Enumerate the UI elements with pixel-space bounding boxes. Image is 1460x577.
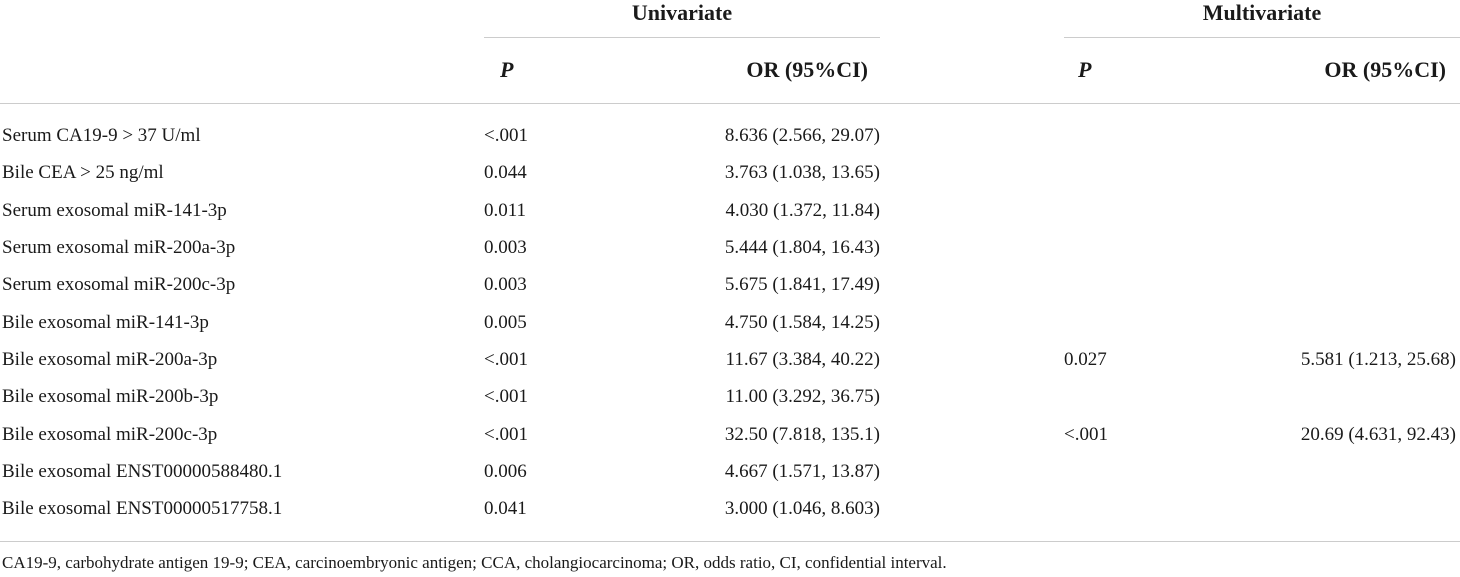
univariate-or-value: 5.675 (1.841, 17.49) — [724, 274, 880, 295]
group-rule-univariate — [484, 37, 880, 38]
row-label: Bile exosomal ENST00000588480.1 — [2, 461, 283, 482]
univariate-or-value: 32.50 (7.818, 135.1) — [724, 424, 880, 445]
col-header-univariate-p: P — [500, 57, 514, 82]
header-rule — [0, 103, 1460, 104]
table-row: Bile CEA > 25 ng/ml 0.044 3.763 (1.038, … — [0, 154, 1460, 191]
table-row: Bile exosomal miR-200c-3p <.001 32.50 (7… — [0, 416, 1460, 453]
table-row: Bile exosomal miR-141-3p 0.005 4.750 (1.… — [0, 304, 1460, 341]
table-row: Bile exosomal ENST00000588480.1 0.006 4.… — [0, 453, 1460, 490]
row-label: Bile CEA > 25 ng/ml — [2, 162, 164, 183]
table-row: Bile exosomal miR-200b-3p <.001 11.00 (3… — [0, 378, 1460, 415]
table-row: Serum CA19-9 > 37 U/ml <.001 8.636 (2.56… — [0, 117, 1460, 154]
row-label: Bile exosomal miR-200c-3p — [2, 424, 218, 445]
univariate-p-value: <.001 — [484, 125, 528, 146]
table-row: Serum exosomal miR-200c-3p 0.003 5.675 (… — [0, 266, 1460, 303]
bottom-rule — [0, 541, 1460, 542]
univariate-p-value: 0.003 — [484, 274, 527, 295]
univariate-p-value: 0.006 — [484, 461, 527, 482]
multivariate-or-value: 20.69 (4.631, 92.43) — [1300, 424, 1456, 445]
group-header-univariate: Univariate — [631, 0, 733, 25]
univariate-or-value: 3.763 (1.038, 13.65) — [724, 162, 880, 183]
univariate-or-value: 5.444 (1.804, 16.43) — [724, 237, 880, 258]
multivariate-p-value: 0.027 — [1064, 349, 1107, 370]
univariate-or-value: 11.00 (3.292, 36.75) — [725, 386, 880, 407]
univariate-or-value: 3.000 (1.046, 8.603) — [724, 498, 880, 519]
univariate-p-value: 0.003 — [484, 237, 527, 258]
row-label: Bile exosomal ENST00000517758.1 — [2, 498, 283, 519]
col-header-multivariate-or: OR (95%CI) — [1324, 57, 1446, 82]
multivariate-or-value: 5.581 (1.213, 25.68) — [1300, 349, 1456, 370]
univariate-p-value: <.001 — [484, 424, 528, 445]
table-footnote: CA19-9, carbohydrate antigen 19-9; CEA, … — [2, 553, 947, 572]
univariate-p-value: 0.005 — [484, 312, 527, 333]
row-label: Bile exosomal miR-200a-3p — [2, 349, 218, 370]
table-row: Serum exosomal miR-141-3p 0.011 4.030 (1… — [0, 192, 1460, 229]
col-header-univariate-or: OR (95%CI) — [746, 57, 868, 82]
univariate-p-value: 0.041 — [484, 498, 527, 519]
row-label: Serum CA19-9 > 37 U/ml — [2, 125, 201, 146]
univariate-p-value: <.001 — [484, 349, 528, 370]
row-label: Serum exosomal miR-200c-3p — [2, 274, 236, 295]
univariate-or-value: 8.636 (2.566, 29.07) — [724, 125, 880, 146]
table-row: Bile exosomal ENST00000517758.1 0.041 3.… — [0, 490, 1460, 527]
group-rule-multivariate — [1064, 37, 1460, 38]
univariate-p-value: 0.044 — [484, 162, 527, 183]
row-label: Bile exosomal miR-141-3p — [2, 312, 209, 333]
univariate-or-value: 4.030 (1.372, 11.84) — [725, 200, 880, 221]
univariate-p-value: <.001 — [484, 386, 528, 407]
group-header-multivariate: Multivariate — [1202, 0, 1322, 25]
univariate-or-value: 4.750 (1.584, 14.25) — [724, 312, 880, 333]
col-header-multivariate-p: P — [1078, 57, 1092, 82]
row-label: Serum exosomal miR-200a-3p — [2, 237, 236, 258]
univariate-p-value: 0.011 — [484, 200, 527, 221]
univariate-or-value: 4.667 (1.571, 13.87) — [724, 461, 880, 482]
table-row: Bile exosomal miR-200a-3p <.001 11.67 (3… — [0, 341, 1460, 378]
table-row: Serum exosomal miR-200a-3p 0.003 5.444 (… — [0, 229, 1460, 266]
row-label: Bile exosomal miR-200b-3p — [2, 386, 219, 407]
row-label: Serum exosomal miR-141-3p — [2, 200, 227, 221]
multivariate-p-value: <.001 — [1064, 424, 1108, 445]
univariate-or-value: 11.67 (3.384, 40.22) — [725, 349, 880, 370]
